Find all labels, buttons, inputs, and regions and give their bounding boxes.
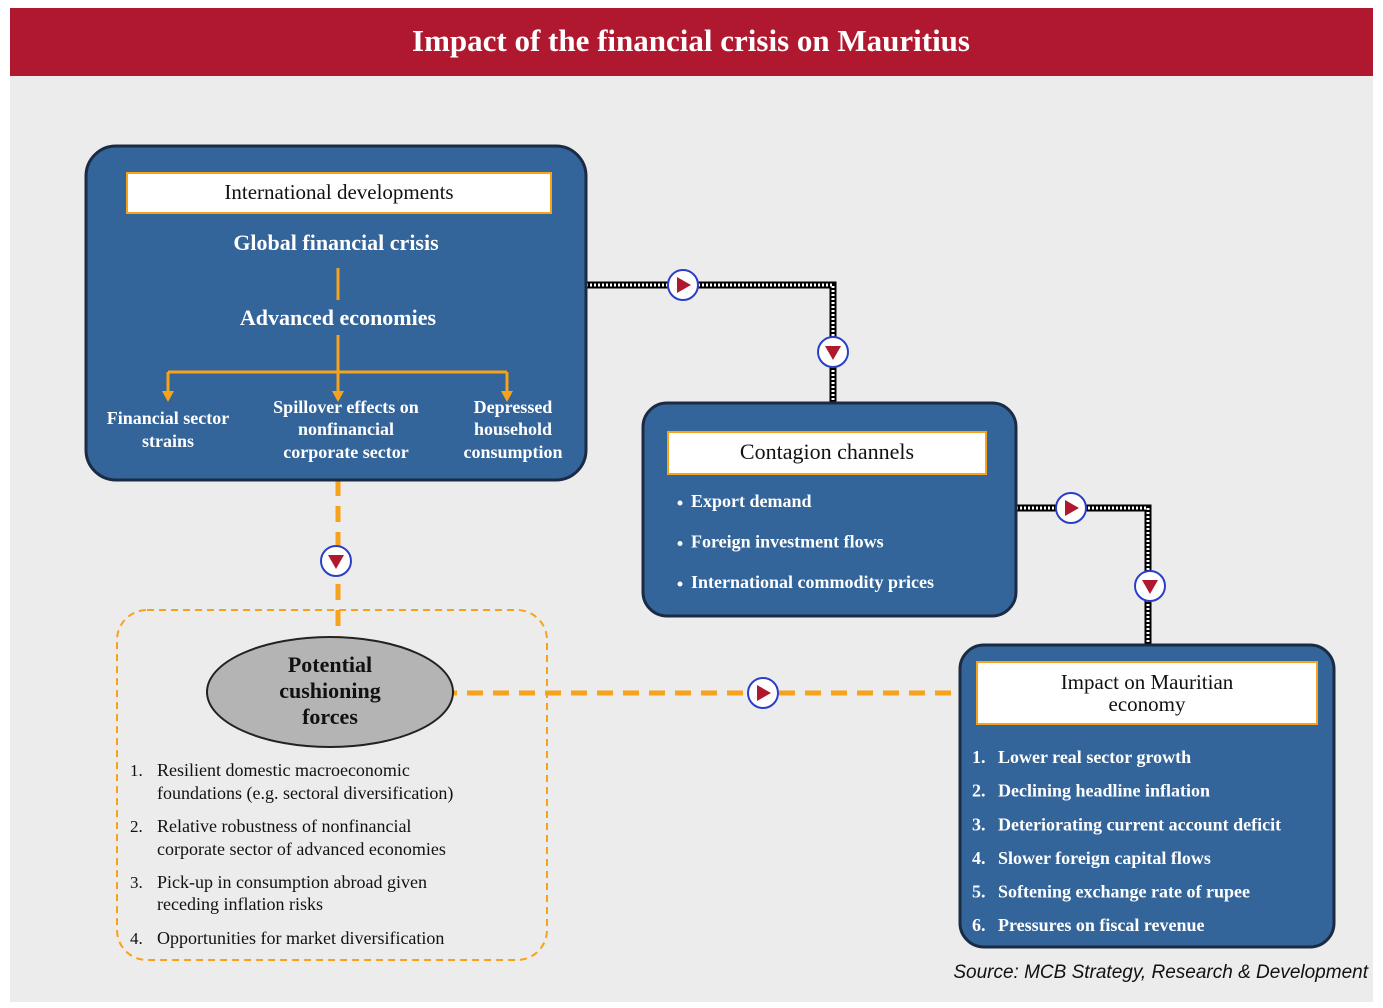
bullet — [677, 541, 683, 546]
flow-triangle — [328, 555, 344, 569]
list-item: Pressures on fiscal revenue — [998, 915, 1204, 935]
ellipse — [206, 636, 454, 748]
tree-line — [166, 335, 509, 392]
list-number: 1. — [972, 747, 986, 767]
list-item: Slower foreign capital flows — [998, 848, 1211, 868]
list-item: receding inflation risks — [157, 894, 323, 914]
flow-triangle — [757, 685, 771, 701]
tree-arrows — [162, 391, 513, 402]
list-item: foundations (e.g. sectoral diversificati… — [157, 783, 453, 804]
box-header: Impact on Mauritian — [1061, 670, 1234, 694]
list-number: 2. — [130, 817, 143, 836]
bullet — [677, 500, 683, 506]
source: Source: MCB Strategy, Research & Develop… — [953, 962, 1368, 983]
list-item: Opportunities for market diversification — [157, 928, 444, 948]
box-international — [84, 144, 588, 482]
effect-label: corporate sector — [283, 442, 408, 462]
ellipse-label: Potential — [288, 652, 372, 677]
effect-label: nonfinancial — [298, 419, 394, 439]
header-box — [976, 661, 1318, 725]
list-item: Relative robustness of nonfinancial — [157, 816, 411, 836]
ellipse-label: cushioning — [279, 678, 381, 703]
list-number: 3. — [130, 873, 143, 892]
flow-triangle — [1142, 580, 1158, 594]
box-header: International developments — [224, 180, 453, 204]
list-item: Export demand — [691, 491, 812, 511]
arrowhead — [501, 391, 513, 402]
effect-label: Depressed — [474, 397, 553, 417]
list-item: Pick-up in consumption abroad given — [157, 872, 427, 892]
node-label: Advanced economies — [240, 305, 437, 330]
bullet — [677, 581, 683, 587]
node-label: Global financial crisis — [233, 230, 439, 255]
effect-label: Financial sector — [107, 408, 229, 428]
tree — [166, 268, 509, 392]
list-number: 4. — [130, 929, 143, 948]
arrowhead — [332, 391, 344, 402]
flow-arrows — [320, 269, 1166, 709]
ellipse-label: forces — [302, 704, 358, 729]
list-number: 4. — [972, 848, 986, 868]
title-bar — [10, 8, 1373, 76]
flow-triangle — [825, 346, 841, 360]
box-header: economy — [1109, 692, 1186, 716]
flow-triangle — [1065, 500, 1079, 516]
list-item: Declining headline inflation — [998, 781, 1210, 801]
list-item: International commodity prices — [691, 572, 934, 592]
list-number: 3. — [972, 814, 986, 834]
list-number: 1. — [130, 761, 143, 780]
list-item: Resilient domestic macroeconomic — [157, 760, 410, 780]
list-item: Lower real sector growth — [998, 747, 1191, 767]
effect-label: consumption — [463, 442, 562, 462]
effect-label: Spillover effects on — [273, 397, 419, 417]
effect-label: strains — [142, 431, 194, 451]
flow-triangle — [677, 277, 691, 293]
title: Impact of the financial crisis on Maurit… — [412, 23, 970, 58]
list-number: 6. — [972, 915, 986, 935]
list-item: Deteriorating current account deficit — [998, 814, 1281, 834]
texts: International developments Global financi… — [107, 180, 1281, 948]
list-item: Softening exchange rate of rupee — [998, 882, 1250, 902]
effect-label: household — [474, 419, 552, 439]
arrowhead — [162, 391, 174, 402]
dashed-box — [116, 609, 548, 961]
list-item: Foreign investment flows — [691, 532, 884, 552]
header-box — [126, 172, 552, 214]
list-number: 2. — [972, 781, 986, 801]
header-box — [667, 431, 987, 475]
list-item: corporate sector of advanced economies — [157, 839, 446, 859]
list-number: 5. — [972, 882, 986, 902]
box-header: Contagion channels — [740, 439, 914, 464]
